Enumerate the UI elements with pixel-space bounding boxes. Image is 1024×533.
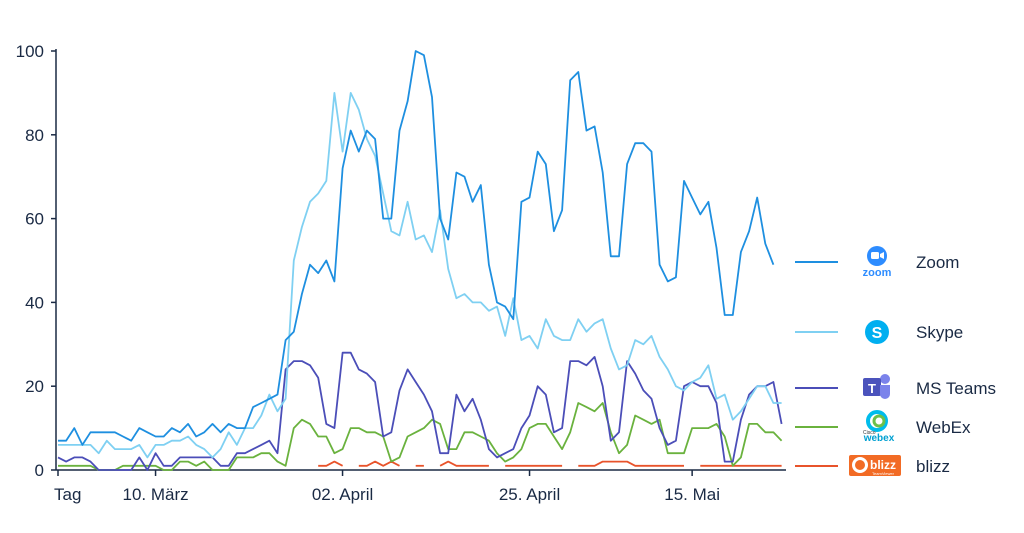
skype-logo-text: S: [872, 325, 883, 342]
legend-label: MS Teams: [916, 379, 996, 398]
webex-logo-subtext: Cisco: [863, 430, 876, 436]
x-axis: Tag 10. März 02. April 25. April 15. Mai: [54, 469, 786, 504]
legend-label: blizz: [916, 457, 950, 476]
x-tick-label: 10. März: [122, 485, 188, 504]
legend-item-skype: S Skype: [795, 320, 963, 344]
x-tick-label: 15. Mai: [664, 485, 720, 504]
y-tick-label: 40: [25, 293, 44, 312]
y-tick-label: 100: [16, 42, 44, 61]
series-skype: [58, 92, 782, 459]
series-zoom: [58, 50, 775, 446]
blizz-logo-subtext: TeamViewer: [872, 471, 895, 476]
series-webex: [58, 402, 783, 471]
series-line-segment: [318, 460, 344, 467]
series-line: [58, 92, 782, 459]
legend-item-ms-teams: T MS Teams: [795, 374, 996, 399]
legend-label: Zoom: [916, 253, 959, 272]
legend-label: WebEx: [916, 418, 971, 437]
teams-logo-text: T: [868, 381, 876, 396]
y-tick-label: 0: [35, 461, 44, 480]
y-tick-label: 20: [25, 377, 44, 396]
zoom-logo-icon: zoom: [863, 246, 892, 279]
skype-logo-icon: S: [865, 320, 889, 344]
x-tick-label: 25. April: [499, 485, 560, 504]
teams-logo-icon: T: [863, 374, 890, 399]
series-lines: [57, 50, 783, 471]
series-line-segment: [439, 460, 489, 467]
y-tick-label: 80: [25, 126, 44, 145]
legend-item-zoom: zoom Zoom: [795, 246, 959, 279]
y-tick-label: 60: [25, 210, 44, 229]
series-blizz: [318, 460, 782, 467]
series-ms-teams: [57, 351, 783, 471]
x-tick-label: Tag: [54, 485, 81, 504]
series-line: [58, 50, 775, 446]
blizz-logo-text: blizz: [870, 458, 896, 472]
y-axis: 0 20 40 60 80 100: [16, 42, 57, 480]
series-line-segment: [578, 460, 684, 467]
series-line-segment: [358, 460, 400, 467]
series-line: [58, 402, 783, 471]
series-line: [57, 351, 783, 471]
x-tick-label: 02. April: [312, 485, 373, 504]
legend-label: Skype: [916, 323, 963, 342]
webex-logo-text: webex: [863, 433, 895, 444]
zoom-logo-text: zoom: [863, 267, 892, 279]
